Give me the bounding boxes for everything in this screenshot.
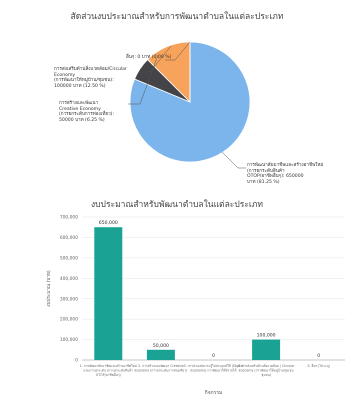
bar-value-label: 0 bbox=[317, 353, 320, 359]
bar bbox=[94, 227, 123, 360]
y-tick-label: 600,000 bbox=[60, 235, 78, 241]
pie-label-circular-economy: การส่งเสริมด้านสิ่งแวดล้อม/Circular Econo… bbox=[54, 67, 127, 89]
x-tick-label: Economy (การพัฒนาให้หมู่บ้าน/ชุมชน bbox=[239, 369, 295, 374]
pie-label-creative-economy: การสร้างและพัฒนา Creative Economy (การยกระ… bbox=[59, 101, 114, 123]
pie-chart-title: สัดส่วนงบประมาณสำหรับการพัฒนาตำบลในแต่ละ… bbox=[70, 12, 284, 22]
pie-label-line: อื่นๆ: 0 บาท (0.00 %) bbox=[126, 55, 172, 60]
bar-value-label: 50,000 bbox=[153, 343, 169, 349]
x-tick-label: Economy (การยกระดับการท่องเที่ยว) bbox=[135, 368, 188, 373]
pie-label-line: (การยกระดับสินค้า bbox=[247, 168, 285, 174]
pie-label-line: OTOP/อาชีพอื่นๆ): 650000 bbox=[247, 174, 304, 180]
x-tick-label: 4. การส่งเสริมด้านสิ่งแวดล้อม / Circular bbox=[238, 363, 295, 368]
x-tick-label: และการยกระดับ (การยกระดับสินค้า bbox=[84, 369, 134, 373]
x-tick-label: OTOP/อาชีพอื่นๆ) bbox=[96, 372, 121, 378]
y-axis-title: งบประมาณ (บาท) bbox=[46, 270, 52, 307]
y-tick-label: 200,000 bbox=[60, 317, 78, 323]
x-tick-label: Economy) การพัฒนาให้มีรายได้ bbox=[190, 369, 236, 373]
pie-label-line: 50000 บาท (6.25 %) bbox=[59, 117, 105, 123]
pie-leader-line bbox=[128, 54, 159, 105]
x-tick-label: 3. การนำองค์ความรู้ไปประยุกต์ใช้ (Digita… bbox=[184, 364, 244, 369]
pie-label-line: การส่งเสริมด้านสิ่งแวดล้อม/Circular bbox=[54, 67, 127, 72]
bar bbox=[146, 349, 175, 360]
bar-value-label: 0 bbox=[212, 353, 215, 359]
bar-value-label: 650,000 bbox=[99, 220, 118, 226]
pie-label-other: อื่นๆ: 0 บาท (0.00 %) bbox=[126, 55, 171, 61]
pie-chart: อื่นๆ: 0 บาท (0.00 %) การส่งเสริมด้านสิ่… bbox=[0, 0, 354, 195]
pie-label-line: Economy bbox=[54, 72, 76, 78]
y-tick-label: 700,000 bbox=[60, 215, 78, 221]
pie-leader-line bbox=[221, 151, 246, 169]
bar-value-label: 100,000 bbox=[257, 333, 276, 339]
x-tick-label: ชุมชน) bbox=[261, 373, 271, 378]
x-tick-label: 1. การพัฒนาสัมมาชีพและสร้างอาชีพใหม่ bbox=[80, 364, 137, 368]
bar bbox=[252, 339, 281, 360]
bar-chart: 0 100,000 200,000 300,000 400,000 500,000 600,… bbox=[0, 205, 354, 399]
y-tick-label: 400,000 bbox=[60, 276, 78, 282]
bar-chart-svg: 0 100,000 200,000 300,000 400,000 500,000 600,… bbox=[46, 215, 345, 396]
pie-label-line: Creative Economy bbox=[59, 106, 101, 112]
y-tick-label: 300,000 bbox=[60, 296, 78, 302]
y-tick-label: 100,000 bbox=[60, 337, 78, 343]
pie-label-line: บาท (81.25 %) bbox=[247, 179, 280, 185]
pie-label-otop: การพัฒนาสัมมาชีพและสร้างอาชีพใหม่ (การยกร… bbox=[247, 163, 323, 185]
pie-leader-line bbox=[165, 41, 191, 61]
y-tick-label: 500,000 bbox=[60, 255, 78, 261]
pie-label-line: การพัฒนาสัมมาชีพและสร้างอาชีพใหม่ bbox=[247, 163, 324, 168]
pie-chart-svg bbox=[128, 41, 251, 169]
x-tick-label: 2. การสร้างและพัฒนา Creative bbox=[138, 364, 184, 368]
bar-chart-title: งบประมาณสำหรับพัฒนาตำบลในแต่ละประเภท bbox=[91, 200, 263, 210]
x-axis-title: กิจกรรม bbox=[205, 389, 223, 396]
pie-label-line: การสร้างและพัฒนา bbox=[59, 101, 99, 106]
pie-label-line: 100000 บาท (12.50 %) bbox=[54, 83, 106, 89]
pie-label-line: (การยกระดับการท่องเที่ยว): bbox=[59, 112, 114, 118]
x-tick-label: 5. อื่นๆ (ไม่ระบุ) bbox=[307, 363, 330, 369]
y-tick-label: 0 bbox=[75, 358, 78, 364]
pie-label-line: (การพัฒนาให้หมู่บ้าน/ชุมชน): bbox=[54, 78, 114, 84]
pie-leader-line bbox=[140, 45, 172, 73]
